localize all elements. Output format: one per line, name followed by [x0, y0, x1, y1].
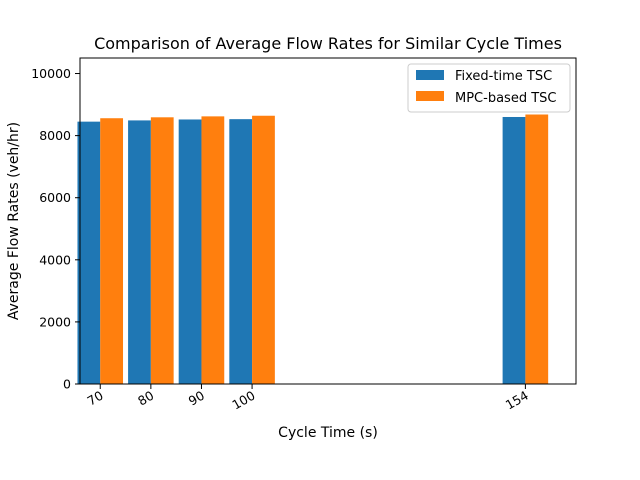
x-tick-label: 80: [135, 388, 156, 409]
y-tick-label: 10000: [31, 66, 71, 81]
y-axis-label: Average Flow Rates (veh/hr): [6, 122, 22, 320]
bars-group: [77, 114, 549, 385]
legend-frame: [407, 63, 571, 113]
legend-label-fixed-time: Fixed-time TSC: [455, 69, 552, 84]
chart-title: Comparison of Average Flow Rates for Sim…: [94, 34, 562, 53]
bar-fixed-time-tsc-70: [77, 121, 101, 385]
y-axis-ticks: 0 2000 4000 6000 8000 10000: [31, 66, 80, 392]
bar-mpc-based-tsc-80: [150, 117, 174, 385]
legend: Fixed-time TSC MPC-based TSC: [407, 63, 571, 113]
x-tick-label: 70: [84, 388, 105, 409]
bar-fixed-time-tsc-100: [229, 119, 253, 384]
bar-fixed-time-tsc-90: [178, 119, 202, 384]
bar-fixed-time-tsc-154: [502, 116, 526, 385]
plot-frame: [79, 57, 577, 385]
y-tick-label: 6000: [39, 190, 71, 205]
x-axis-ticks: 70 80 90 100 154: [84, 384, 531, 413]
legend-label-mpc-based: MPC-based TSC: [455, 91, 556, 106]
bar-mpc-based-tsc-70: [100, 118, 124, 384]
y-tick-label: 8000: [39, 128, 71, 143]
x-axis-label: Cycle Time (s): [278, 425, 378, 441]
x-tick-label: 154: [503, 388, 531, 413]
bar-fixed-time-tsc-80: [128, 120, 151, 384]
y-tick-label: 2000: [39, 314, 71, 329]
bar-mpc-based-tsc-154: [525, 114, 549, 384]
legend-swatch-fixed-time: [416, 70, 444, 80]
legend-swatch-mpc-based: [416, 91, 444, 101]
y-tick-label: 0: [63, 377, 71, 392]
x-tick-label: 90: [186, 388, 207, 409]
x-tick-label: 100: [229, 388, 257, 413]
bar-mpc-based-tsc-100: [252, 115, 275, 384]
y-tick-label: 4000: [39, 252, 71, 267]
bar-mpc-based-tsc-90: [201, 116, 225, 385]
